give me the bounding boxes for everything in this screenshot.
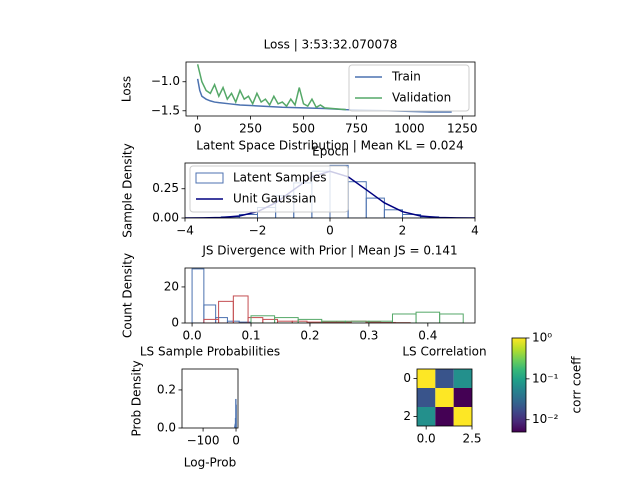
y-tick-label: 0 xyxy=(171,316,179,330)
legend-box xyxy=(189,165,349,213)
x-tick-label: 0.0 xyxy=(417,432,436,446)
histogram-bin xyxy=(365,197,385,218)
colorbar xyxy=(512,338,526,432)
y-tick-label: 20 xyxy=(164,279,179,293)
legend-label: Latent Samples xyxy=(233,171,327,185)
x-tick-label: 2.5 xyxy=(462,432,481,446)
axes-title: Latent Space Distribution | Mean KL = 0.… xyxy=(196,139,463,153)
colorbar-tick-label: 10⁻² xyxy=(532,412,559,426)
x-tick-label: 0.3 xyxy=(359,329,378,343)
axes-title: JS Divergence with Prior | Mean JS = 0.1… xyxy=(201,244,457,258)
y-tick-label: −1.5 xyxy=(151,103,180,117)
x-tick-label: 1250 xyxy=(447,122,478,136)
heatmap-cell xyxy=(435,369,454,388)
histogram-bin xyxy=(203,304,217,323)
x-tick-label: 0 xyxy=(232,434,240,448)
heatmap-cell xyxy=(453,388,472,407)
heatmap-cell xyxy=(417,369,436,388)
legend-label: Unit Gaussian xyxy=(233,192,316,206)
y-tick-label: 0 xyxy=(403,371,411,385)
axes-frame xyxy=(181,368,239,429)
x-tick-label: 4 xyxy=(471,224,479,238)
y-axis-label: Sample Density xyxy=(121,143,135,237)
heatmap-cell xyxy=(417,388,436,407)
y-axis-label: Count Density xyxy=(121,253,135,338)
histogram-bin xyxy=(191,268,205,323)
x-tick-label: 0.0 xyxy=(183,329,202,343)
x-tick-label: −4 xyxy=(176,224,194,238)
colorbar-tick-label: 10⁰ xyxy=(532,331,552,345)
y-axis-label: Loss xyxy=(120,76,134,102)
colorbar-label: corr coeff xyxy=(570,356,584,414)
heatmap-cell xyxy=(435,388,454,407)
x-tick-label: −2 xyxy=(249,224,267,238)
y-axis-label: Prob Density xyxy=(130,360,144,436)
colorbar-frame xyxy=(511,337,527,433)
y-tick-label: 0.0 xyxy=(157,421,176,435)
x-tick-label: 0.2 xyxy=(300,329,319,343)
histogram-bin xyxy=(383,209,403,218)
legend-swatch xyxy=(195,172,224,184)
legend-label: Train xyxy=(391,70,421,84)
histogram-bin xyxy=(439,313,464,323)
axes-frame xyxy=(185,61,476,117)
plot-area xyxy=(191,268,464,323)
heatmap-cell xyxy=(453,407,472,426)
axes-frame xyxy=(184,267,476,324)
x-tick-label: 500 xyxy=(292,122,315,136)
x-tick-label: 2 xyxy=(399,224,407,238)
y-tick-label: −1.0 xyxy=(151,74,180,88)
x-tick-label: 0.1 xyxy=(241,329,260,343)
x-tick-label: 0.4 xyxy=(418,329,437,343)
y-tick-label: 0.25 xyxy=(152,181,179,195)
y-tick-label: 0.00 xyxy=(152,211,179,225)
plot-area xyxy=(417,369,472,426)
colorbar-tick-label: 10⁻¹ xyxy=(532,371,559,385)
y-tick-label: 0.2 xyxy=(157,382,176,396)
line xyxy=(196,64,346,111)
x-tick-label: 250 xyxy=(239,122,262,136)
axes-title: Loss | 3:53:32.070078 xyxy=(264,38,398,52)
axes-title: LS Correlation xyxy=(402,345,486,359)
axes-title: LS Sample Probabilities xyxy=(140,345,280,359)
heatmap-cell xyxy=(417,407,436,426)
x-tick-label: 1000 xyxy=(394,122,425,136)
x-tick-label: 0 xyxy=(326,224,334,238)
x-tick-label: 0 xyxy=(194,122,202,136)
x-axis-label: Log-Prob xyxy=(184,456,236,470)
heatmap-cell xyxy=(435,407,454,426)
y-tick-label: 2 xyxy=(403,409,411,423)
axes-frame xyxy=(416,368,473,427)
x-tick-label: −100 xyxy=(187,434,220,448)
legend-label: Validation xyxy=(392,91,451,105)
x-axis-label: Epoch xyxy=(312,145,349,159)
x-tick-label: 750 xyxy=(345,122,368,136)
heatmap-cell xyxy=(453,369,472,388)
